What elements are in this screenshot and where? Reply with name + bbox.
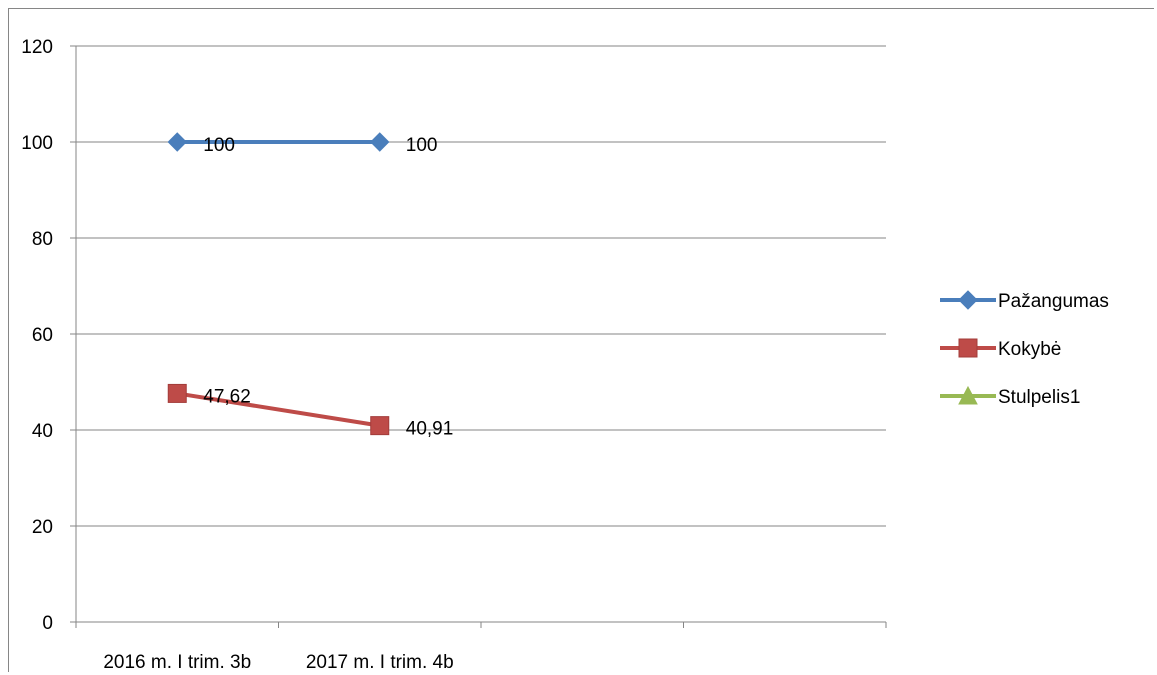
y-tick-label: 40 bbox=[32, 421, 53, 442]
legend-label: Pažangumas bbox=[998, 291, 1109, 312]
y-tick-label: 0 bbox=[42, 613, 53, 634]
x-tick-label: 2016 m. I trim. 3b bbox=[103, 652, 251, 673]
y-tick-label: 20 bbox=[32, 517, 53, 538]
legend-marker bbox=[958, 338, 978, 358]
chart-frame bbox=[8, 8, 1154, 672]
legend-label: Stulpelis1 bbox=[998, 387, 1080, 408]
x-tick-label: 2017 m. I trim. 4b bbox=[306, 652, 454, 673]
y-tick-label: 120 bbox=[21, 37, 53, 58]
data-label: 40,91 bbox=[406, 419, 454, 440]
data-label: 47,62 bbox=[203, 386, 251, 407]
series-line-Kokybė bbox=[176, 391, 381, 428]
y-tick-label: 100 bbox=[21, 133, 53, 154]
data-labels-layer: 100 100 47,62 40,91 bbox=[203, 135, 453, 440]
legend: Pažangumas Kokybė Stulpelis1 bbox=[940, 290, 1109, 408]
series-layer bbox=[167, 132, 390, 436]
data-point bbox=[167, 383, 187, 403]
data-label: 100 bbox=[406, 135, 438, 156]
legend-label: Kokybė bbox=[998, 339, 1061, 360]
gridlines bbox=[76, 45, 886, 527]
data-point bbox=[370, 132, 390, 152]
y-axis-ticks: 0 20 40 60 80 100 120 bbox=[21, 37, 76, 634]
legend-marker bbox=[958, 290, 978, 310]
y-tick-label: 60 bbox=[32, 325, 53, 346]
legend-marker bbox=[958, 385, 978, 405]
data-point bbox=[167, 132, 187, 152]
y-tick-label: 80 bbox=[32, 229, 53, 250]
x-axis-ticks: 2016 m. I trim. 3b 2017 m. I trim. 4b bbox=[75, 622, 887, 673]
data-label: 100 bbox=[203, 135, 235, 156]
data-point bbox=[370, 416, 390, 436]
